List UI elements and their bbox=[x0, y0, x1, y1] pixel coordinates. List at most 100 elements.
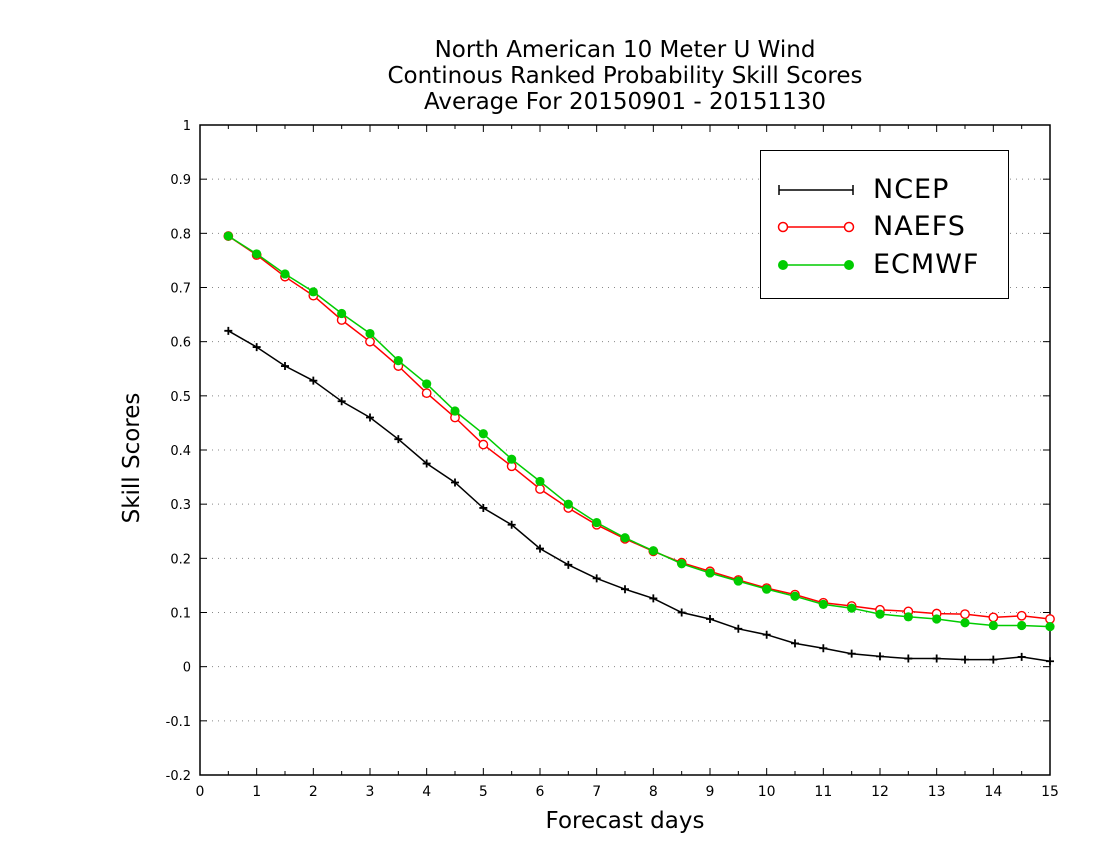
data-point-ncep bbox=[451, 478, 459, 487]
data-point-ecmwf bbox=[280, 269, 290, 279]
x-tick-label: 12 bbox=[871, 784, 889, 800]
x-tick-label: 1 bbox=[252, 784, 261, 800]
data-point-ncep bbox=[366, 413, 374, 422]
data-point-ncep bbox=[479, 503, 488, 512]
legend-item-naefs: NAEFS bbox=[761, 208, 1008, 246]
data-point-ncep bbox=[621, 585, 629, 594]
x-tick-label: 15 bbox=[1041, 784, 1059, 800]
y-tick-label: 0.7 bbox=[170, 282, 191, 297]
y-tick-label: 0.5 bbox=[170, 390, 191, 405]
data-point-ecmwf bbox=[535, 476, 545, 487]
x-axis-label: Forecast days bbox=[545, 808, 705, 834]
data-point-naefs bbox=[365, 336, 375, 347]
data-point-naefs bbox=[535, 484, 545, 494]
data-point-ncep bbox=[706, 615, 714, 623]
data-point-ncep bbox=[564, 560, 573, 569]
y-tick-label: 1 bbox=[183, 119, 191, 134]
y-tick-label: 0.9 bbox=[170, 173, 191, 188]
data-point-ncep bbox=[507, 520, 516, 529]
data-point-ecmwf bbox=[478, 429, 488, 439]
data-point-ecmwf bbox=[450, 406, 460, 416]
data-point-ecmwf bbox=[705, 568, 715, 578]
data-point-ncep bbox=[932, 654, 941, 663]
data-point-ncep bbox=[847, 649, 856, 658]
data-point-ecmwf bbox=[592, 517, 602, 528]
y-tick-label: -0.2 bbox=[166, 769, 191, 784]
data-point-ncep bbox=[592, 574, 601, 583]
x-tick-label: 6 bbox=[536, 784, 545, 800]
data-point-ncep bbox=[904, 654, 913, 663]
legend: NCEP NAEFS ECMWF bbox=[760, 150, 1009, 299]
data-point-ncep bbox=[677, 608, 686, 617]
x-tick-label: 13 bbox=[928, 784, 946, 800]
data-point-ecmwf bbox=[223, 231, 233, 241]
data-point-ecmwf bbox=[903, 612, 913, 622]
data-point-ecmwf bbox=[875, 609, 885, 619]
data-point-ecmwf bbox=[337, 308, 347, 319]
y-tick-label: 0 bbox=[183, 661, 191, 676]
data-point-ncep bbox=[1046, 657, 1054, 666]
y-tick-label: 0.4 bbox=[170, 444, 191, 459]
chart-title-line-1: North American 10 Meter U Wind bbox=[434, 37, 816, 63]
data-point-ncep bbox=[394, 435, 403, 444]
x-tick-label: 2 bbox=[309, 784, 318, 800]
legend-item-ncep: NCEP bbox=[761, 171, 1008, 209]
x-tick-label: 0 bbox=[196, 784, 205, 800]
y-tick-label: 0.2 bbox=[170, 552, 191, 567]
legend-swatch-ncep bbox=[778, 185, 854, 195]
data-point-ncep bbox=[819, 644, 828, 653]
data-point-ncep bbox=[337, 397, 346, 406]
x-tick-label: 7 bbox=[592, 784, 601, 800]
data-point-naefs bbox=[960, 609, 970, 620]
data-point-ncep bbox=[422, 459, 431, 468]
legend-label-ecmwf: ECMWF bbox=[873, 249, 980, 280]
data-point-ecmwf bbox=[762, 584, 772, 594]
data-point-ncep bbox=[734, 624, 743, 633]
legend-swatch-naefs bbox=[777, 221, 855, 233]
data-point-ecmwf bbox=[818, 599, 828, 609]
data-point-naefs bbox=[988, 612, 999, 623]
chart-title-line-3: Average For 20150901 - 20151130 bbox=[423, 89, 827, 115]
legend-label-ncep: NCEP bbox=[873, 174, 950, 205]
data-point-ncep bbox=[252, 343, 261, 352]
legend-swatch-ecmwf bbox=[778, 260, 854, 270]
y-axis-label: Skill Scores bbox=[119, 392, 145, 524]
data-point-ecmwf bbox=[790, 591, 800, 601]
x-tick-label: 11 bbox=[814, 784, 832, 800]
chart-title-line-2: Continous Ranked Probability Skill Score… bbox=[387, 63, 863, 89]
data-point-ncep bbox=[649, 594, 658, 603]
data-point-ncep bbox=[989, 655, 998, 664]
data-point-ncep bbox=[876, 652, 884, 661]
data-point-naefs bbox=[421, 388, 432, 399]
data-point-ecmwf bbox=[677, 559, 687, 569]
data-point-ecmwf bbox=[1045, 621, 1055, 632]
data-point-ecmwf bbox=[648, 546, 658, 556]
data-point-ecmwf bbox=[733, 576, 743, 586]
y-tick-label: 0.8 bbox=[170, 227, 191, 242]
x-tick-label: 14 bbox=[984, 784, 1002, 800]
x-tick-label: 8 bbox=[649, 784, 658, 800]
y-tick-label: 0.3 bbox=[170, 498, 191, 513]
x-tick-label: 3 bbox=[366, 784, 375, 800]
series-line-ncep bbox=[227, 330, 1051, 663]
legend-label-naefs: NAEFS bbox=[873, 211, 966, 242]
y-tick-label: 0.1 bbox=[170, 607, 191, 622]
data-point-ecmwf bbox=[308, 287, 318, 297]
data-point-naefs bbox=[478, 439, 489, 450]
x-tick-label: 4 bbox=[422, 784, 431, 800]
data-point-ncep bbox=[762, 630, 771, 639]
plot-frame bbox=[199, 124, 1051, 776]
x-tick-label: 9 bbox=[706, 784, 715, 800]
data-point-naefs bbox=[1016, 610, 1027, 621]
data-point-ecmwf bbox=[393, 356, 403, 366]
data-point-ncep bbox=[281, 362, 289, 371]
x-tick-label: 5 bbox=[479, 784, 488, 800]
data-point-ncep bbox=[961, 655, 969, 664]
legend-item-ecmwf: ECMWF bbox=[761, 246, 1008, 284]
data-point-ncep bbox=[1017, 652, 1026, 661]
x-tick-label: 10 bbox=[758, 784, 776, 800]
data-point-ecmwf bbox=[422, 379, 432, 389]
data-point-ecmwf bbox=[960, 618, 970, 628]
data-point-ecmwf bbox=[365, 328, 375, 339]
series-line-ecmwf bbox=[227, 235, 1051, 628]
